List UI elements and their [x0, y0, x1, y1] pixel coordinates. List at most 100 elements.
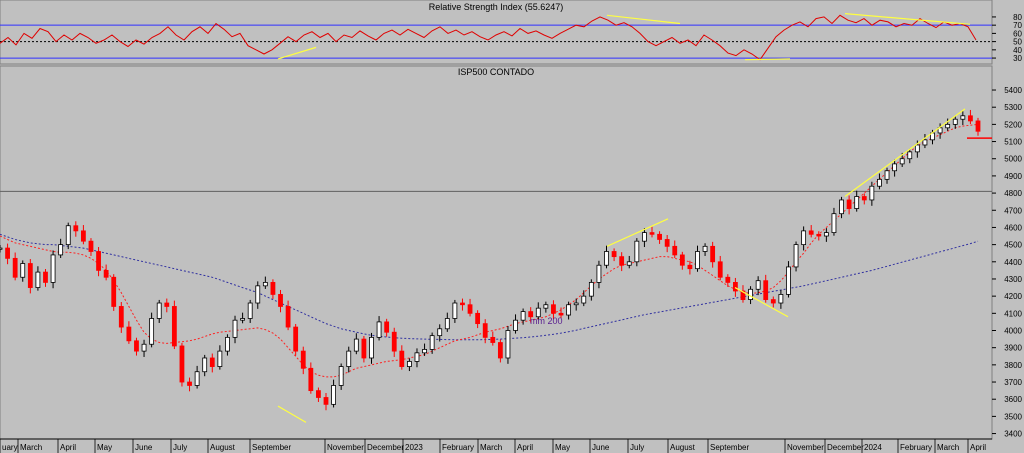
candle-body — [892, 163, 898, 172]
candle-body — [672, 245, 678, 256]
x-tick-label: September — [710, 443, 749, 452]
candle — [141, 339, 147, 357]
candle — [103, 264, 109, 281]
candle — [642, 228, 647, 248]
candle-body — [460, 302, 465, 306]
candle — [952, 116, 958, 129]
candle-body — [611, 251, 617, 258]
candle — [566, 301, 572, 320]
candle — [551, 300, 556, 320]
candle-body — [141, 343, 147, 352]
candle — [664, 234, 670, 253]
candle-body — [217, 350, 223, 367]
rsi-trendline-1 — [606, 14, 681, 25]
candle — [187, 377, 192, 392]
candle-body — [823, 232, 829, 237]
candle — [968, 109, 973, 125]
ma-short-series — [0, 123, 979, 378]
candlesticks — [0, 109, 981, 411]
candle — [240, 312, 246, 324]
candle-body — [285, 306, 291, 328]
candle — [316, 387, 321, 402]
candle-body — [922, 139, 928, 146]
candle-body — [566, 304, 572, 316]
candle-body — [452, 302, 458, 319]
candle-body — [149, 318, 155, 345]
candle — [179, 342, 185, 387]
candle — [361, 335, 367, 363]
candle — [96, 247, 101, 277]
x-tick-label: February — [900, 443, 932, 452]
candle-body — [361, 338, 367, 359]
candle — [505, 326, 511, 364]
candle — [846, 195, 852, 215]
candle — [300, 346, 306, 375]
rsi-tick-label: 80 — [1013, 13, 1022, 22]
candle-body — [384, 321, 390, 333]
rsi-line — [0, 14, 977, 61]
candle — [482, 319, 488, 344]
candle — [209, 353, 215, 373]
candle — [247, 299, 253, 323]
candle-body — [262, 282, 268, 287]
candle-body — [717, 261, 723, 278]
candle — [43, 269, 48, 287]
price-title: ISP500 CONTADO — [458, 67, 534, 77]
candle-body — [657, 233, 662, 240]
candle — [429, 332, 435, 354]
ma-long-line — [0, 233, 979, 341]
rsi-tick-label: 40 — [1013, 46, 1022, 55]
candle-body — [12, 257, 18, 278]
candle — [323, 393, 329, 411]
candle — [262, 276, 268, 289]
candle — [535, 302, 541, 320]
price-tick-label: 4400 — [1004, 258, 1022, 267]
candle-body — [588, 282, 594, 297]
candle-body — [369, 336, 374, 359]
price-panel: ISP500 CONTADO 3400 3500 3600 3700 3800 3900 4… — [0, 65, 1023, 440]
candle-body — [649, 232, 655, 235]
rsi-title: Relative Strength Index (55.6247) — [429, 2, 564, 12]
candle — [80, 225, 86, 245]
candle — [528, 307, 534, 323]
price-tick-label: 5200 — [1004, 120, 1022, 129]
candle — [679, 251, 685, 270]
candle — [884, 167, 890, 184]
candle-body — [50, 254, 56, 283]
price-tick-label: 5400 — [1004, 86, 1022, 95]
candle-body — [596, 264, 602, 283]
candle-body — [839, 199, 844, 215]
x-tick-label: July — [173, 443, 187, 452]
candle-body — [786, 266, 791, 295]
candle — [399, 345, 405, 370]
candle-body — [209, 357, 215, 367]
candle-body — [111, 276, 117, 307]
candle-body — [490, 336, 496, 343]
candle-body — [194, 371, 200, 386]
candle-body — [353, 338, 359, 352]
candle-body — [331, 385, 336, 405]
candle-body — [702, 245, 708, 252]
rsi-trendlines — [277, 13, 971, 61]
price-tick-label: 4800 — [1004, 189, 1022, 198]
candle — [0, 244, 3, 253]
candle-body — [338, 366, 344, 386]
price-tick-label: 3600 — [1004, 395, 1022, 404]
x-tick-label: uary — [2, 443, 18, 452]
candle — [823, 228, 829, 242]
candle-body — [619, 256, 625, 266]
candle — [513, 314, 518, 334]
candle — [793, 241, 799, 272]
candle-body — [732, 282, 738, 292]
candle — [217, 345, 223, 370]
candle-body — [164, 302, 170, 307]
candle — [285, 300, 291, 331]
price-tick-label: 4600 — [1004, 223, 1022, 232]
candle — [156, 299, 162, 323]
candle-body — [429, 335, 435, 350]
candle-body — [581, 295, 587, 304]
candle — [414, 348, 420, 368]
rsi-trendline-3 — [844, 13, 971, 25]
candle — [126, 321, 132, 344]
candle — [657, 231, 662, 244]
